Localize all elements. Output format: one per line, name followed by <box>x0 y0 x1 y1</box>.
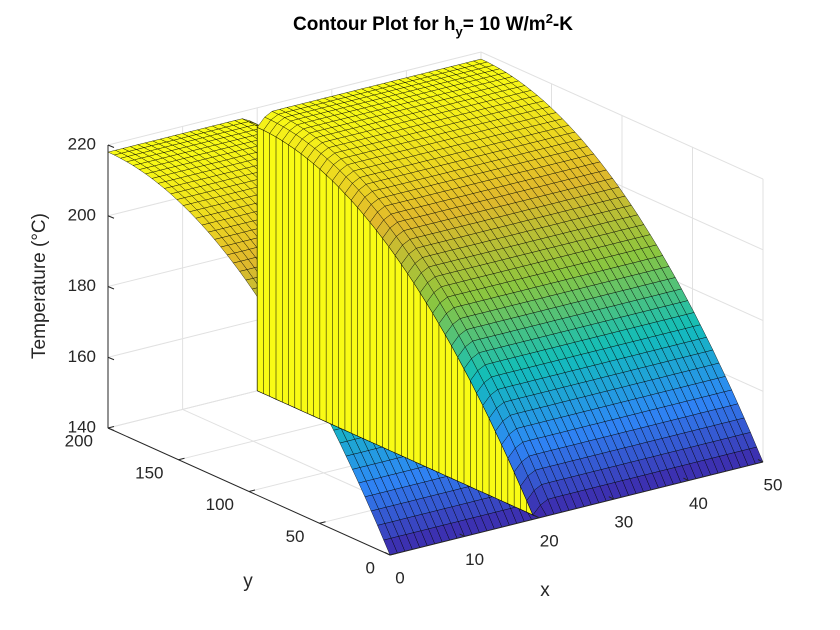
y-tick-mark <box>319 521 326 524</box>
z-tick-label: 180 <box>68 276 96 295</box>
x-tick-label: 0 <box>395 568 404 587</box>
y-tick-label: 0 <box>366 558 375 577</box>
chart-title: Contour Plot for hy= 10 W/m2-K <box>293 11 573 39</box>
x-tick-mark <box>757 459 764 463</box>
x-tick-mark <box>608 496 615 500</box>
y-tick-label: 50 <box>286 527 305 546</box>
y-tick-mark <box>178 457 185 461</box>
x-tick-mark <box>459 533 465 537</box>
y-tick-label: 150 <box>135 463 163 482</box>
temperature-surface <box>107 58 764 556</box>
z-tick-mark <box>107 215 115 219</box>
z-tick-mark <box>107 427 115 431</box>
z-tick-label: 200 <box>68 205 96 224</box>
y-axis-label: y <box>243 571 253 592</box>
y-tick-mark <box>389 553 397 556</box>
y-tick-mark <box>107 426 115 429</box>
z-axis-label: Temperature (°C) <box>29 213 50 359</box>
x-tick-mark <box>683 477 689 482</box>
z-tick-label: 160 <box>68 347 96 366</box>
x-tick-label: 30 <box>614 513 633 532</box>
x-axis-line <box>389 461 764 556</box>
x-tick-mark <box>384 552 391 556</box>
z-tick-label: 140 <box>68 417 96 436</box>
x-tick-label: 50 <box>764 475 783 494</box>
y-tick-label: 200 <box>65 431 93 450</box>
z-tick-label: 220 <box>68 134 96 153</box>
x-tick-mark <box>533 514 540 519</box>
x-tick-label: 10 <box>465 550 484 569</box>
y-tick-label: 100 <box>206 495 234 514</box>
z-tick-mark <box>107 286 115 290</box>
axes <box>107 144 764 556</box>
y-tick-mark <box>248 489 256 492</box>
x-tick-label: 40 <box>689 494 708 513</box>
z-tick-mark <box>107 144 115 148</box>
x-tick-label: 20 <box>540 531 559 550</box>
x-axis-label: x <box>540 580 550 601</box>
z-tick-mark <box>107 356 115 361</box>
